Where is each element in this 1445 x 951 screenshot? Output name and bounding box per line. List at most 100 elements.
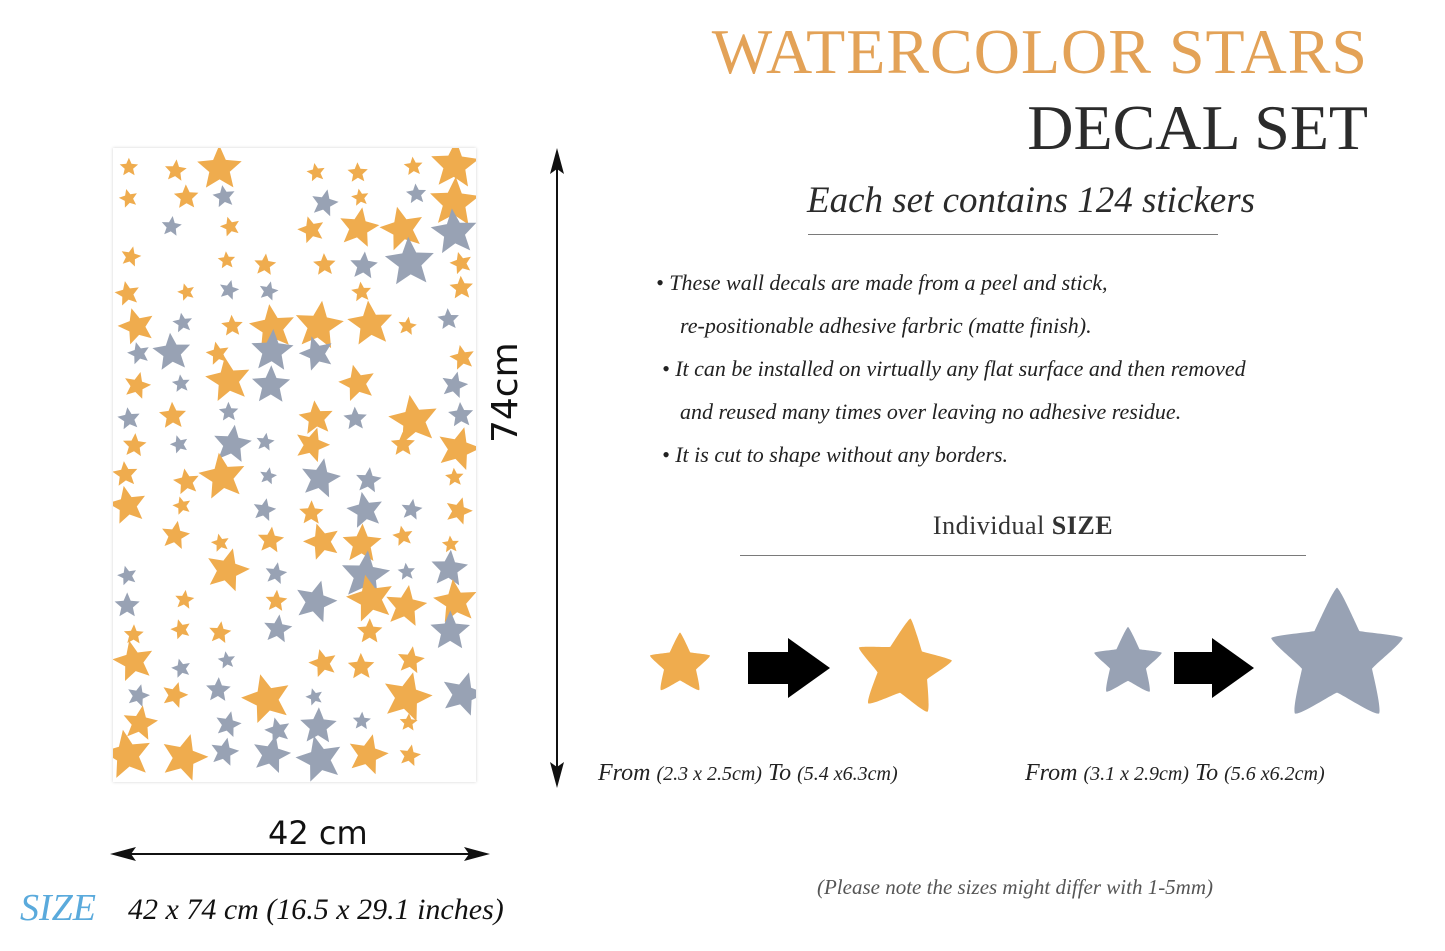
sticker-star-icon — [297, 216, 324, 244]
sticker-star-icon — [171, 658, 190, 678]
sticker-star-icon — [205, 357, 250, 401]
decal-sheet-preview — [113, 148, 476, 782]
sticker-star-icon — [165, 159, 187, 181]
small-orange-star-icon — [649, 632, 711, 691]
from-value: (3.1 x 2.9cm) — [1083, 763, 1189, 785]
sticker-star-icon — [312, 189, 339, 217]
sticker-star-icon — [299, 500, 324, 524]
sticker-star-icon — [388, 394, 437, 444]
sticker-star-icon — [254, 253, 277, 275]
sticker-star-icon — [401, 498, 423, 520]
sticker-star-icon — [430, 208, 476, 254]
sticker-star-icon — [430, 176, 476, 225]
sticker-star-icon — [205, 341, 229, 365]
sticker-star-icon — [305, 688, 322, 706]
individual-size-bold: SIZE — [1051, 511, 1114, 540]
sticker-star-icon — [217, 651, 235, 669]
sticker-star-icon — [162, 520, 190, 549]
sticker-star-icon — [346, 574, 392, 622]
bullet-installation: • It can be installed on virtually any f… — [662, 356, 1246, 381]
sticker-star-icon — [128, 684, 150, 707]
sticker-star-icon — [161, 216, 182, 236]
sticker-star-icon — [350, 251, 378, 279]
sticker-star-icon — [384, 236, 434, 285]
sticker-star-icon — [259, 281, 279, 301]
to-value: (5.6 x6.2cm) — [1224, 763, 1325, 785]
title-line-1: WATERCOLOR STARS — [711, 16, 1368, 87]
sticker-star-icon — [431, 148, 476, 187]
sticker-star-icon — [433, 579, 476, 623]
sticker-star-icon — [347, 300, 393, 345]
star-sheet-graphic — [113, 148, 476, 782]
sticker-star-icon — [216, 711, 242, 737]
sticker-star-icon — [254, 735, 292, 773]
sticker-star-icon — [338, 364, 374, 401]
height-label: 74cm — [485, 342, 526, 443]
sticker-star-icon — [349, 734, 389, 775]
bullet-cut: • It is cut to shape without any borders… — [662, 442, 1009, 467]
sticker-star-icon — [220, 280, 240, 300]
sticker-star-icon — [198, 452, 245, 499]
sticker-star-icon — [298, 336, 332, 371]
sticker-star-icon — [172, 496, 191, 515]
sticker-star-icon — [379, 206, 422, 251]
sticker-star-icon — [241, 674, 289, 723]
sticker-star-icon — [113, 729, 150, 778]
sticker-star-icon — [351, 188, 369, 206]
sticker-star-icon — [219, 216, 239, 237]
sticker-star-icon — [113, 485, 145, 524]
sticker-star-icon — [306, 163, 325, 182]
size-comparison-graphic — [649, 587, 1403, 715]
individual-size-divider — [740, 555, 1306, 556]
sticker-star-icon — [446, 497, 473, 525]
sticker-star-icon — [117, 308, 153, 345]
bullet-material: • These wall decals are made from a peel… — [656, 270, 1108, 295]
individual-label: Individual — [932, 511, 1045, 540]
sticker-star-icon — [430, 610, 470, 649]
sticker-count-subtitle: Each set contains 124 stickers — [806, 180, 1256, 221]
large-grey-star-icon — [1271, 587, 1403, 714]
sticker-star-icon — [264, 614, 293, 643]
sticker-star-icon — [398, 646, 425, 674]
sticker-star-icon — [114, 281, 139, 306]
sticker-star-icon — [252, 365, 291, 402]
sticker-star-icon — [172, 312, 192, 333]
sticker-star-icon — [117, 565, 136, 586]
sticker-star-icon — [352, 711, 371, 730]
sticker-star-icon — [170, 619, 190, 640]
sticker-star-icon — [340, 207, 380, 247]
sticker-star-icon — [251, 329, 294, 370]
sticker-star-icon — [159, 401, 186, 428]
sticker-star-icon — [443, 672, 476, 716]
sticker-star-icon — [449, 345, 474, 370]
sticker-star-icon — [399, 744, 421, 766]
sticker-star-icon — [295, 735, 341, 782]
sticker-star-icon — [197, 148, 242, 188]
sticker-star-icon — [439, 427, 476, 470]
sticker-star-icon — [218, 401, 239, 421]
right-arrow-icon — [748, 638, 830, 698]
sticker-star-icon — [386, 585, 428, 626]
width-label: 42 cm — [268, 814, 368, 852]
sticker-star-icon — [449, 275, 473, 299]
sticker-star-icon — [346, 491, 382, 528]
sticker-star-icon — [431, 549, 468, 586]
sticker-star-icon — [114, 592, 140, 617]
sticker-star-icon — [265, 589, 288, 611]
sticker-star-icon — [127, 342, 149, 365]
individual-size-heading: Individual SIZE — [740, 511, 1306, 541]
sticker-star-icon — [441, 535, 459, 553]
sticker-star-icon — [117, 407, 140, 430]
sticker-star-icon — [300, 707, 337, 743]
sticker-star-icon — [123, 624, 144, 644]
sticker-star-icon — [298, 400, 333, 434]
sticker-star-icon — [173, 184, 199, 208]
sticker-star-icon — [398, 316, 417, 335]
sticker-star-icon — [385, 672, 433, 722]
sticker-star-icon — [448, 402, 474, 427]
sticker-star-icon — [390, 431, 415, 455]
bullet-material-cont: re-positionable adhesive farbric (matte … — [680, 313, 1092, 338]
size-tolerance-note: (Please note the sizes might differ with… — [816, 875, 1214, 899]
sticker-star-icon — [257, 526, 285, 553]
title-line-2: DECAL SET — [1027, 92, 1368, 163]
